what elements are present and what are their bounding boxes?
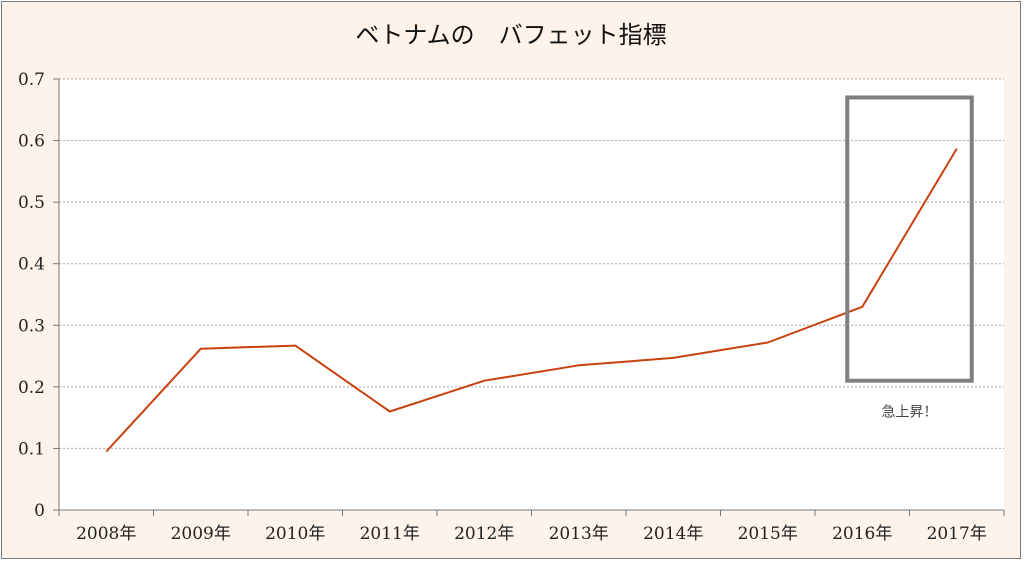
y-tick-label: 0.5 [18,193,45,213]
y-tick-label: 0.4 [18,255,45,275]
x-tick-label: 2017年 [927,524,987,544]
y-tick-label: 0.2 [18,378,45,398]
x-tick-label: 2012年 [454,524,514,544]
y-tick-label: 0 [34,501,45,521]
plot-area [59,79,1004,510]
y-tick-label: 0.7 [18,70,45,90]
x-tick-label: 2009年 [171,524,231,544]
x-tick-label: 2013年 [549,524,609,544]
highlight-label: 急上昇！ [882,405,938,421]
x-tick-label: 2014年 [643,524,703,544]
x-tick-label: 2008年 [76,524,136,544]
x-tick-label: 2011年 [360,524,420,544]
x-tick-label: 2016年 [832,524,892,544]
series-line [105,148,958,453]
y-tick-label: 0.1 [18,439,45,459]
x-tick-label: 2015年 [738,524,798,544]
x-tick-label: 2010年 [265,524,325,544]
highlight-box [845,95,974,383]
chart-title: ベトナムの バフェット指標 [355,21,666,49]
y-tick-label: 0.6 [18,132,45,152]
y-tick-label: 0.3 [18,316,45,336]
